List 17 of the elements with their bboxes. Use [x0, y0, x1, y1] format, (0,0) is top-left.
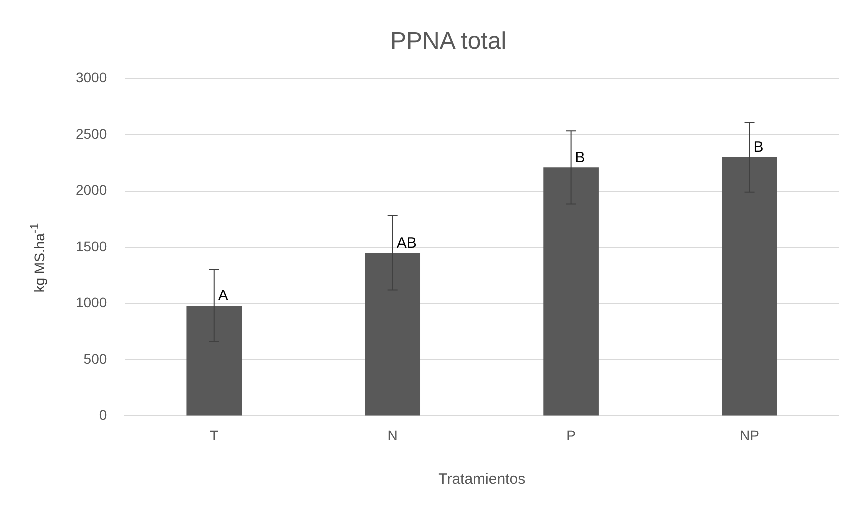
- x-tick-label: P: [566, 427, 576, 444]
- x-tick-label: NP: [740, 427, 760, 444]
- x-tick-label: T: [210, 427, 220, 444]
- y-tick-label: 1500: [76, 238, 108, 254]
- y-tick-label: 0: [99, 407, 108, 424]
- x-axis-title: Tratamientos: [438, 471, 526, 488]
- annotation: A: [218, 288, 228, 305]
- annotation: AB: [396, 234, 417, 252]
- chart-title: PPNA total: [390, 28, 507, 56]
- y-tick-label: 3000: [76, 70, 108, 86]
- annotation: B: [754, 139, 764, 156]
- y-tick-label: 1000: [76, 294, 108, 311]
- y-tick-label: 500: [84, 350, 108, 367]
- x-tick-label: N: [388, 427, 398, 444]
- y-tick-label: 2000: [76, 182, 108, 198]
- annotation: B: [575, 149, 586, 166]
- y-tick-label: 2500: [76, 126, 108, 142]
